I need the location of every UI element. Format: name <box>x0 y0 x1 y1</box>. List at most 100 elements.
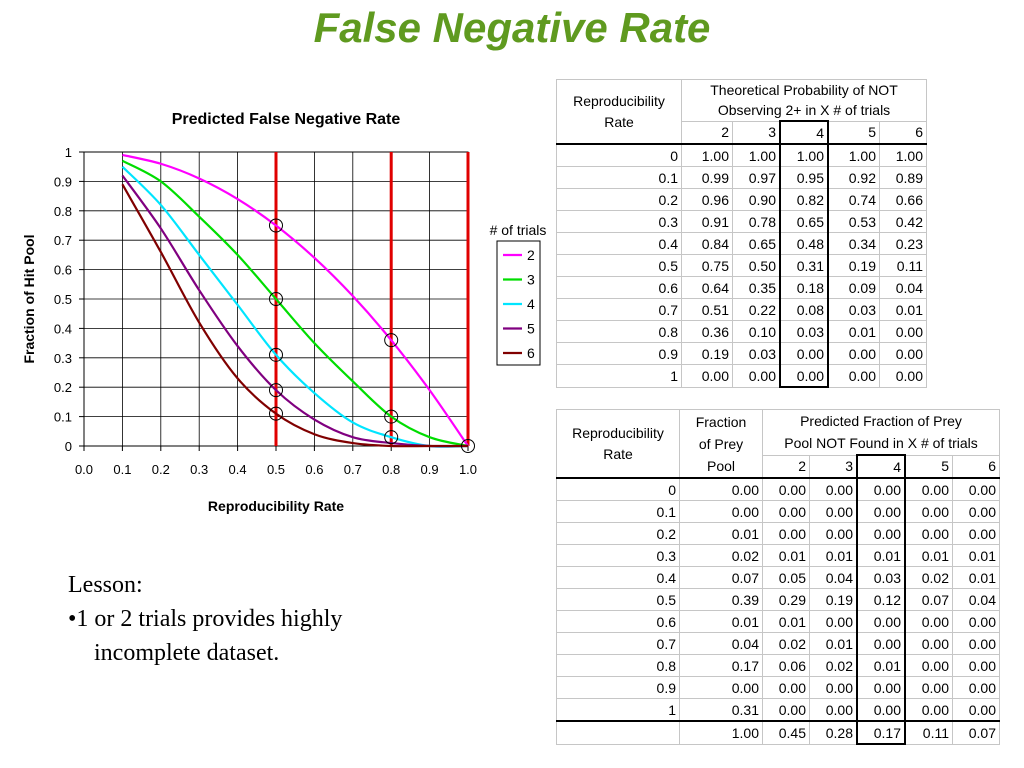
x-tick-label: 0.8 <box>382 462 400 477</box>
total-cell: 0.28 <box>809 720 858 745</box>
x-tick-label: 1.0 <box>459 462 477 477</box>
value-cell: 0.97 <box>732 166 781 189</box>
value-cell: 0.51 <box>681 298 733 321</box>
circled-point <box>384 409 399 424</box>
y-tick-label: 0.2 <box>54 380 72 395</box>
rate-cell: 0.5 <box>556 254 682 277</box>
rate-cell: 0.7 <box>556 298 682 321</box>
rate-cell: 0.2 <box>556 522 680 545</box>
value-cell: 0.01 <box>879 298 927 321</box>
value-cell: 0.01 <box>952 566 1000 589</box>
value-cell: 0.18 <box>779 276 829 299</box>
table-row: 1 0.00 0.00 0.00 0.00 0.00 <box>556 364 927 388</box>
value-cell: 0.00 <box>856 698 906 722</box>
value-cell: 0.00 <box>762 477 810 501</box>
total-cell: 0.17 <box>856 720 906 745</box>
x-tick-label: 0.9 <box>421 462 439 477</box>
value-cell: 0.11 <box>879 254 927 277</box>
x-axis-label: Reproducibility Rate <box>208 498 344 514</box>
circled-point <box>269 347 283 362</box>
circled-point <box>269 292 283 306</box>
value-cell: 0.00 <box>809 477 858 501</box>
value-cell: 0.91 <box>681 210 733 233</box>
fraction-cell: 0.00 <box>679 477 763 501</box>
value-cell: 0.04 <box>809 566 858 589</box>
circled-point <box>384 430 399 445</box>
rate-cell: 0.8 <box>556 320 682 343</box>
value-cell: 0.00 <box>856 632 906 655</box>
table-row: 0.8 0.36 0.10 0.03 0.01 0.00 <box>556 320 927 343</box>
value-cell: 0.01 <box>856 544 906 567</box>
series-line-2 <box>122 153 469 447</box>
rate-cell: 0.9 <box>556 342 682 365</box>
value-cell: 0.00 <box>809 500 858 523</box>
x-tick-label: 0.0 <box>75 462 93 477</box>
value-cell: 0.01 <box>762 610 810 633</box>
value-cell: 0.00 <box>856 676 906 699</box>
value-cell: 1.00 <box>779 143 829 167</box>
circled-point <box>269 383 283 398</box>
value-cell: 0.78 <box>732 210 781 233</box>
rate-cell: 0.9 <box>556 676 680 699</box>
rate-cell: 0.3 <box>556 210 682 233</box>
fraction-header-line-1: Fraction <box>695 413 747 430</box>
rate-cell: 0.1 <box>556 166 682 189</box>
value-cell: 0.92 <box>827 166 880 189</box>
legend-entry: 4 <box>527 296 535 312</box>
value-cell: 0.00 <box>681 364 733 388</box>
value-cell: 0.29 <box>762 588 810 611</box>
table-row: 0.4 0.07 0.05 0.04 0.03 0.02 0.01 <box>556 566 1000 589</box>
y-tick-label: 0.6 <box>54 263 72 278</box>
value-cell: 1.00 <box>879 143 927 167</box>
col-header: 4 <box>779 120 829 145</box>
value-cell: 0.05 <box>762 566 810 589</box>
slide-title: False Negative Rate <box>313 4 711 51</box>
circled-point <box>461 439 475 453</box>
table-row: 0.7 0.04 0.02 0.01 0.00 0.00 0.00 <box>556 632 1000 655</box>
table-row: 0.6 0.01 0.01 0.00 0.00 0.00 0.00 <box>556 610 1000 633</box>
predicted-fraction-table: Reproducibility Rate Fraction of Prey Po… <box>556 409 1000 745</box>
value-cell: 0.02 <box>762 632 810 655</box>
y-tick-label: 0.7 <box>54 233 72 248</box>
value-cell: 0.31 <box>779 254 829 277</box>
value-cell: 0.64 <box>681 276 733 299</box>
value-cell: 0.65 <box>779 210 829 233</box>
fraction-header-line-3: Pool <box>706 457 736 474</box>
value-cell: 0.99 <box>681 166 733 189</box>
circled-point <box>269 406 283 421</box>
value-cell: 0.00 <box>809 676 858 699</box>
table-row: 0.5 0.75 0.50 0.31 0.19 0.11 <box>556 254 927 277</box>
legend-title: # of trials <box>490 222 547 238</box>
value-cell: 0.10 <box>732 320 781 343</box>
fraction-cell: 0.00 <box>679 676 763 699</box>
value-cell: 0.02 <box>904 566 953 589</box>
value-cell: 0.48 <box>779 232 829 255</box>
fraction-header: Fraction of Prey Pool <box>679 409 763 479</box>
circled-point <box>269 218 283 233</box>
table-row: 0 1.00 1.00 1.00 1.00 1.00 <box>556 143 927 167</box>
rate-cell: 1 <box>556 364 682 388</box>
value-cell: 0.19 <box>809 588 858 611</box>
total-cell: 0.11 <box>904 720 953 745</box>
y-tick-label: 0.1 <box>54 410 72 425</box>
value-cell: 0.01 <box>952 544 1000 567</box>
value-cell: 0.00 <box>879 320 927 343</box>
value-cell: 1.00 <box>732 143 781 167</box>
rate-cell: 0.6 <box>556 276 682 299</box>
fraction-cell: 0.17 <box>679 654 763 677</box>
col-header: 6 <box>879 120 927 145</box>
value-cell: 0.01 <box>856 654 906 677</box>
value-cell: 0.00 <box>904 632 953 655</box>
value-cell: 0.09 <box>827 276 880 299</box>
y-tick-label: 0.5 <box>54 292 72 307</box>
rate-cell: 0.3 <box>556 544 680 567</box>
total-cell: 0.45 <box>762 720 810 745</box>
rate-cell: 0.8 <box>556 654 680 677</box>
value-cell: 0.01 <box>827 320 880 343</box>
value-cell: 0.00 <box>779 364 829 388</box>
fraction-header-line-2: of Prey <box>698 435 744 452</box>
false-negative-chart: Predicted False Negative Rate 0 0.1 0.2 0.3 0… <box>21 111 547 514</box>
lesson-heading: Lesson: <box>68 572 143 598</box>
value-cell: 0.07 <box>904 588 953 611</box>
value-cell: 0.08 <box>779 298 829 321</box>
